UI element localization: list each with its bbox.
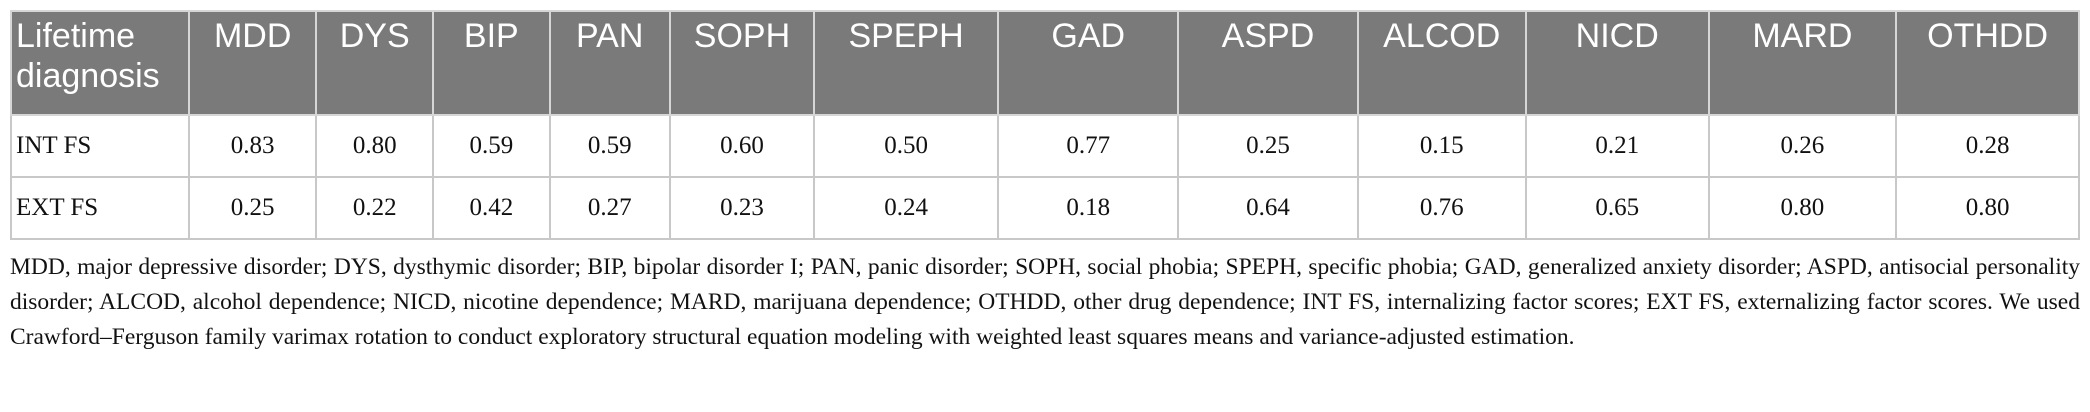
row-label: EXT FS	[10, 176, 190, 240]
table-cell: 0.76	[1356, 176, 1527, 240]
table-cell: 0.26	[1707, 114, 1898, 178]
column-header: SPEPH	[813, 10, 1000, 116]
table-cell: 0.59	[432, 114, 551, 178]
factor-loadings-table: Lifetime diagnosis MDD DYS BIP PAN SOPH …	[10, 10, 2080, 240]
column-header: OTHDD	[1895, 10, 2080, 116]
table-cell: 0.18	[997, 176, 1180, 240]
table-cell: 0.80	[1707, 176, 1898, 240]
column-header: GAD	[997, 10, 1180, 116]
column-header: MARD	[1707, 10, 1898, 116]
table-row: EXT FS 0.25 0.22 0.42 0.27 0.23 0.24 0.1…	[10, 176, 2080, 240]
column-header: BIP	[432, 10, 551, 116]
column-header: ALCOD	[1356, 10, 1527, 116]
header-row: Lifetime diagnosis MDD DYS BIP PAN SOPH …	[10, 10, 2080, 116]
table-cell: 0.50	[813, 114, 1000, 178]
table-cell: 0.77	[997, 114, 1180, 178]
table-cell: 0.28	[1895, 114, 2080, 178]
table-cell: 0.65	[1524, 176, 1710, 240]
table-cell: 0.27	[548, 176, 671, 240]
column-header: MDD	[187, 10, 318, 116]
table-cell: 0.64	[1177, 176, 1359, 240]
table-footnote: MDD, major depressive disorder; DYS, dys…	[10, 254, 2080, 350]
table-cell: 0.21	[1524, 114, 1710, 178]
column-header: DYS	[315, 10, 434, 116]
table-cell: 0.25	[187, 176, 318, 240]
table-cell: 0.22	[315, 176, 434, 240]
table-cell: 0.59	[548, 114, 671, 178]
corner-header: Lifetime diagnosis	[10, 10, 190, 116]
table-container: Lifetime diagnosis MDD DYS BIP PAN SOPH …	[10, 10, 2080, 379]
table-cell: 0.83	[187, 114, 318, 178]
row-label: INT FS	[10, 114, 190, 178]
table-cell: 0.15	[1356, 114, 1527, 178]
table-cell: 0.80	[1895, 176, 2080, 240]
table-cell: 0.24	[813, 176, 1000, 240]
column-header: SOPH	[668, 10, 816, 116]
column-header: NICD	[1524, 10, 1710, 116]
table-cell: 0.25	[1177, 114, 1359, 178]
table-cell: 0.60	[668, 114, 816, 178]
column-header: ASPD	[1177, 10, 1359, 116]
table-cell: 0.80	[315, 114, 434, 178]
table-row: INT FS 0.83 0.80 0.59 0.59 0.60 0.50 0.7…	[10, 114, 2080, 178]
table-cell: 0.23	[668, 176, 816, 240]
table-cell: 0.42	[432, 176, 551, 240]
column-header: PAN	[548, 10, 671, 116]
